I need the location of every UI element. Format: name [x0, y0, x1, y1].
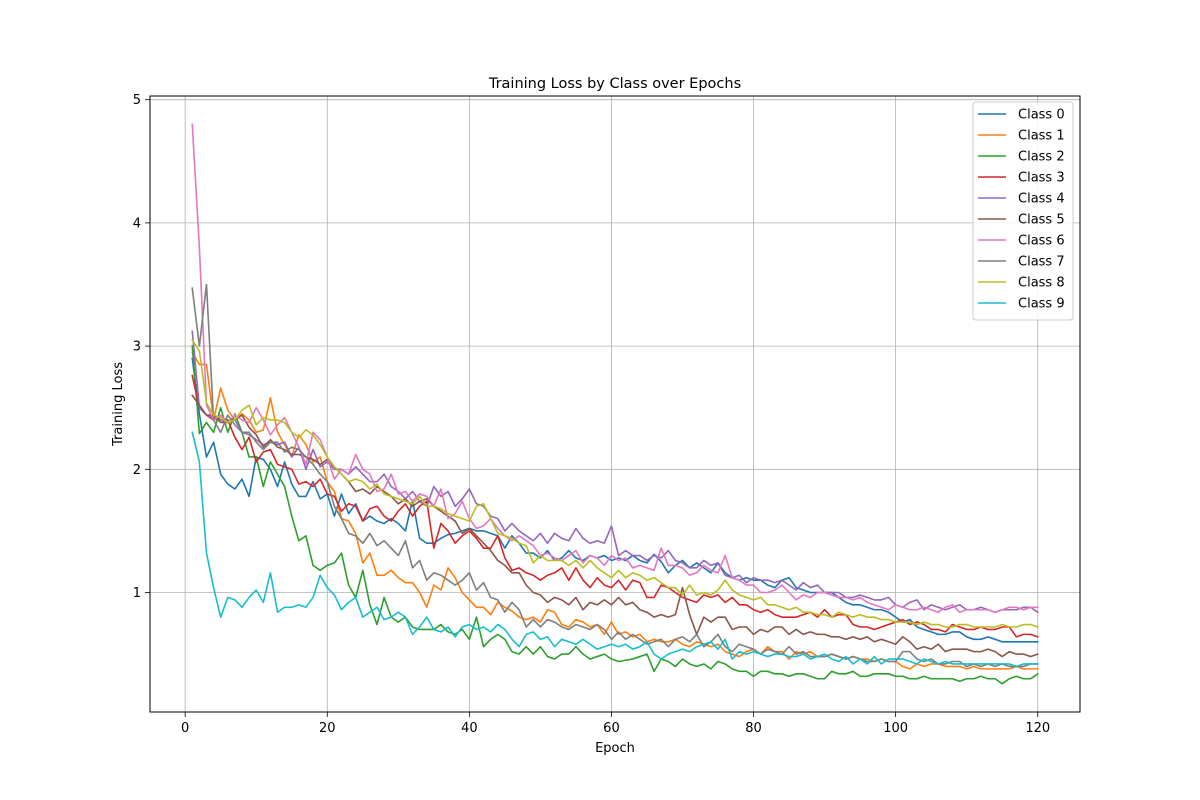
legend-label: Class 5 — [1018, 213, 1065, 228]
y-tick-label: 3 — [133, 340, 141, 355]
series-line-class-2 — [191, 345, 1039, 685]
y-tick-label: 4 — [133, 216, 141, 231]
series-line-class-9 — [191, 431, 1039, 668]
series-line-class-8 — [191, 338, 1039, 629]
legend-label: Class 8 — [1018, 276, 1065, 291]
y-tick-label: 5 — [133, 93, 141, 108]
legend-label: Class 7 — [1018, 255, 1065, 270]
legend-label: Class 2 — [1018, 150, 1065, 165]
legend-label: Class 0 — [1018, 108, 1065, 123]
plot-frame — [149, 95, 1081, 713]
series-lines — [191, 123, 1039, 685]
legend: Class 0 Class 1 Class 2 Class 3 Class 4 Class… — [972, 101, 1074, 321]
y-axis-label: Training Loss — [111, 362, 126, 447]
y-tick-label: 2 — [133, 463, 141, 478]
x-tick-label: 20 — [319, 721, 336, 736]
legend-label: Class 1 — [1018, 129, 1065, 144]
x-tick-label: 0 — [181, 721, 189, 736]
legend-label: Class 4 — [1018, 192, 1065, 207]
legend-label: Class 6 — [1018, 234, 1065, 249]
legend-label: Class 9 — [1018, 297, 1065, 312]
grid-lines — [150, 96, 1080, 712]
x-axis-ticks: 0 20 40 60 80 100 120 — [181, 712, 1050, 736]
series-line-class-1 — [191, 351, 1039, 670]
x-tick-label: 100 — [883, 721, 908, 736]
x-tick-label: 80 — [745, 721, 762, 736]
y-axis-ticks: 1 2 3 4 5 — [133, 93, 150, 601]
chart-title: Training Loss by Class over Epochs — [488, 76, 741, 92]
plot-background — [150, 96, 1080, 712]
y-tick-label: 1 — [133, 586, 141, 601]
legend-label: Class 3 — [1018, 171, 1065, 186]
series-line-class-6 — [191, 123, 1039, 614]
x-tick-label: 40 — [461, 721, 478, 736]
x-tick-label: 120 — [1025, 721, 1050, 736]
series-line-class-0 — [191, 357, 1039, 643]
x-tick-label: 60 — [603, 721, 620, 736]
x-axis-label: Epoch — [595, 741, 635, 756]
series-line-class-7 — [191, 283, 1039, 668]
